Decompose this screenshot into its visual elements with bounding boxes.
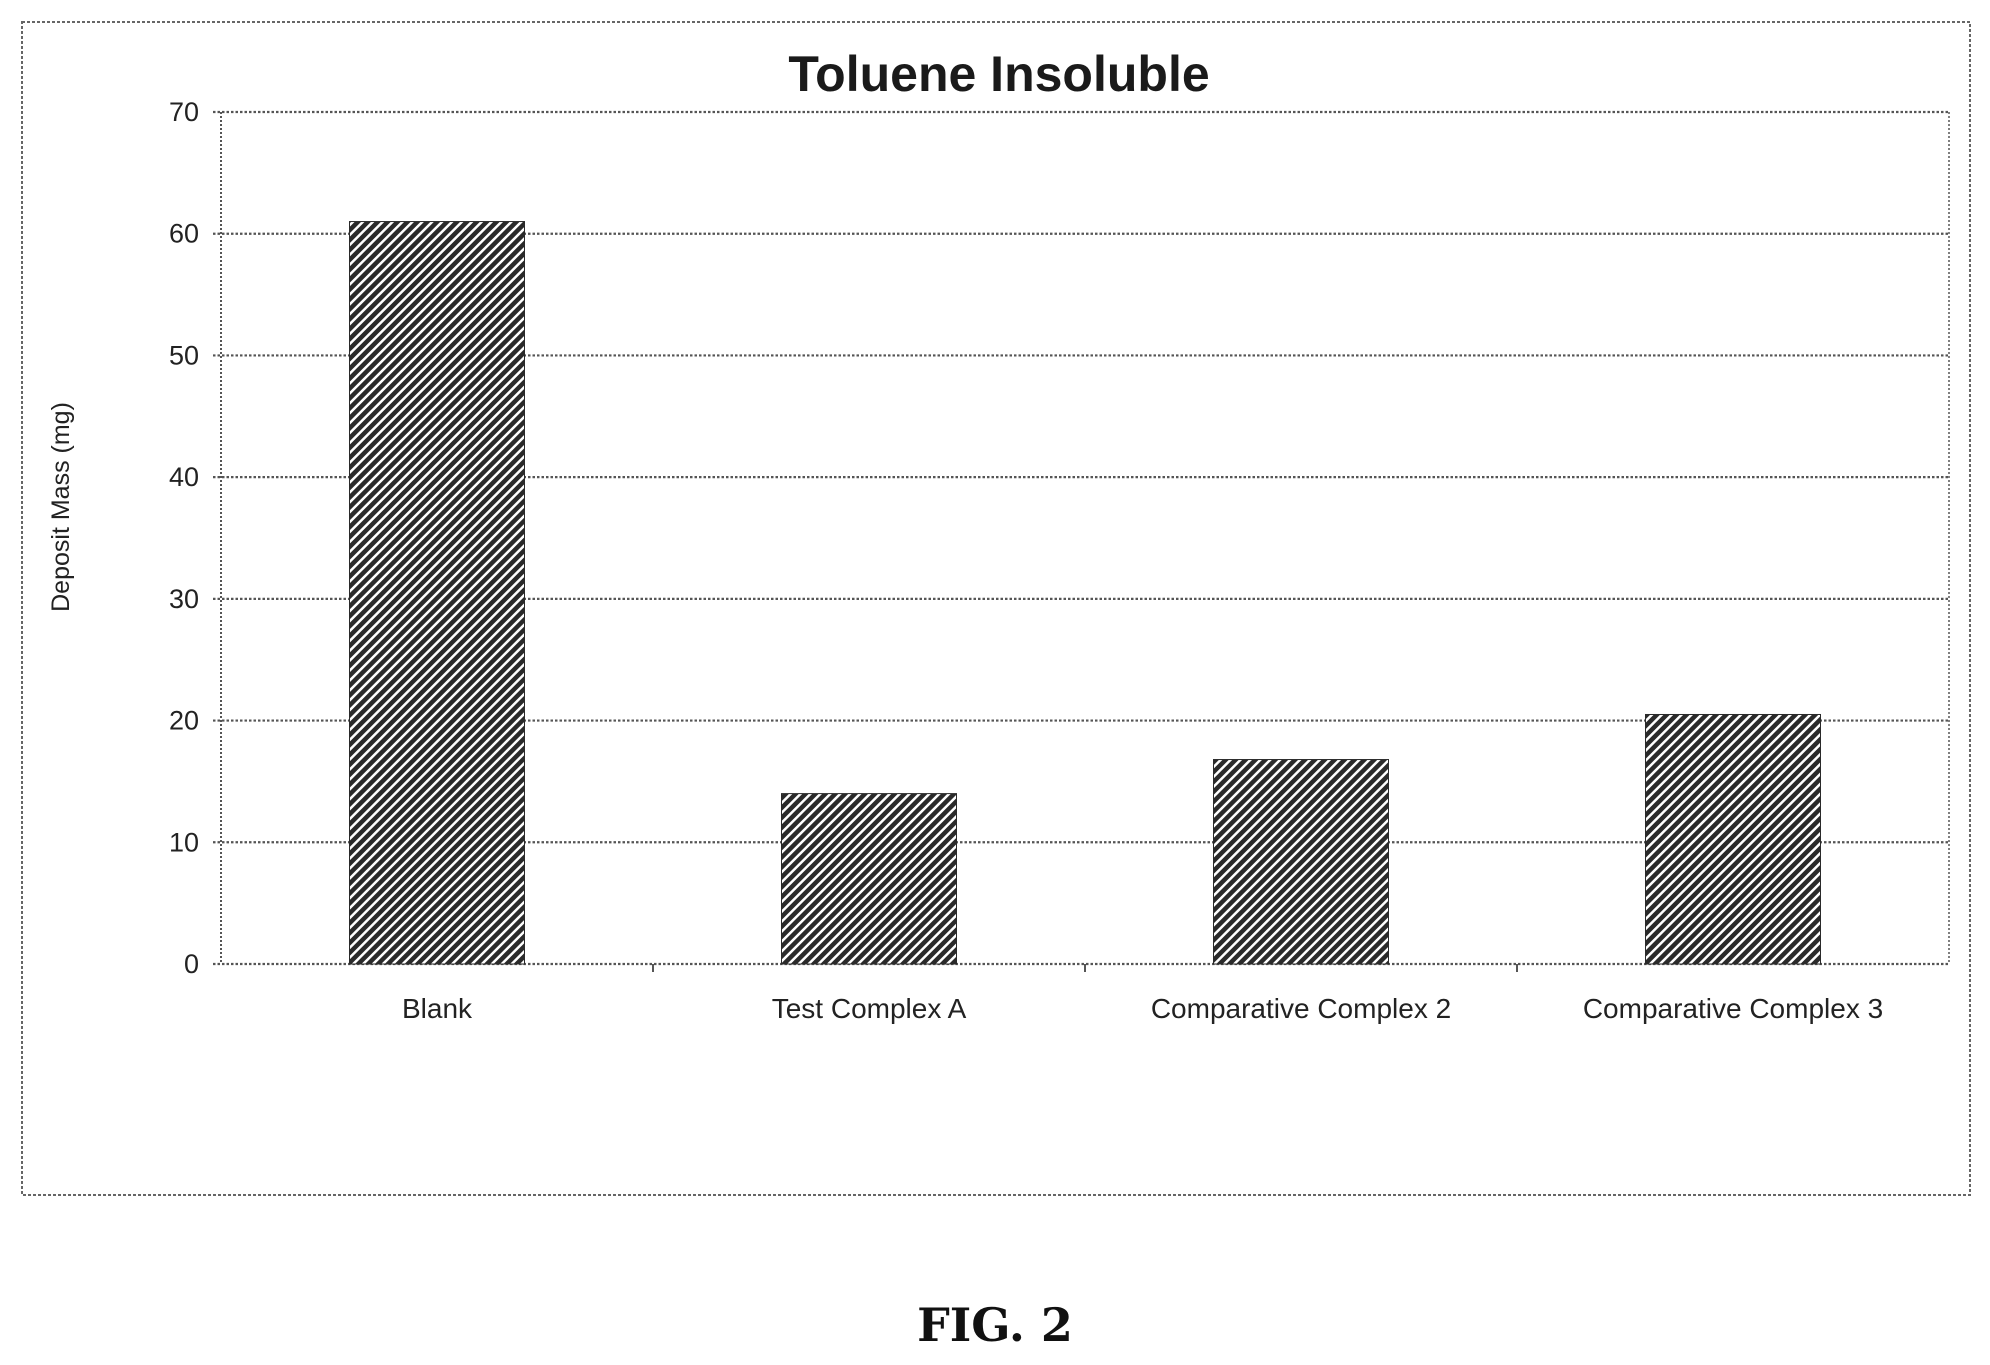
y-tick-label: 60 (169, 219, 199, 249)
bar-chart: Toluene Insoluble Deposit Mass (mg) 0 10 2… (21, 21, 1971, 1196)
y-axis-label: Deposit Mass (mg) (47, 402, 75, 612)
chart-border (21, 21, 1971, 1196)
y-tick-label: 30 (169, 584, 199, 614)
y-tick-label: 0 (184, 949, 199, 979)
chart-title: Toluene Insoluble (788, 46, 1209, 102)
bars (349, 221, 1821, 965)
chart-frame: Toluene Insoluble Deposit Mass (mg) 0 10 2… (21, 21, 1971, 1196)
y-tick-label: 70 (169, 97, 199, 127)
y-tick-label: 40 (169, 462, 199, 492)
x-tick-label: Blank (402, 993, 473, 1024)
x-tick-label: Comparative Complex 2 (1151, 993, 1451, 1024)
bar (349, 221, 525, 965)
figure-caption: FIG. 2 (917, 1298, 1073, 1352)
bar (1645, 713, 1821, 965)
x-tick-label: Test Complex A (772, 993, 967, 1024)
x-tick-labels: Blank Test Complex A Comparative Complex 2… (402, 993, 1883, 1024)
bar (1213, 759, 1389, 965)
y-tick-label: 50 (169, 340, 199, 370)
y-tick-label: 10 (169, 827, 199, 857)
x-tick-label: Comparative Complex 3 (1583, 993, 1883, 1024)
y-tick-label: 20 (169, 706, 199, 736)
y-tick-labels: 0 10 20 30 40 50 60 70 (169, 97, 199, 979)
bar (781, 793, 957, 965)
